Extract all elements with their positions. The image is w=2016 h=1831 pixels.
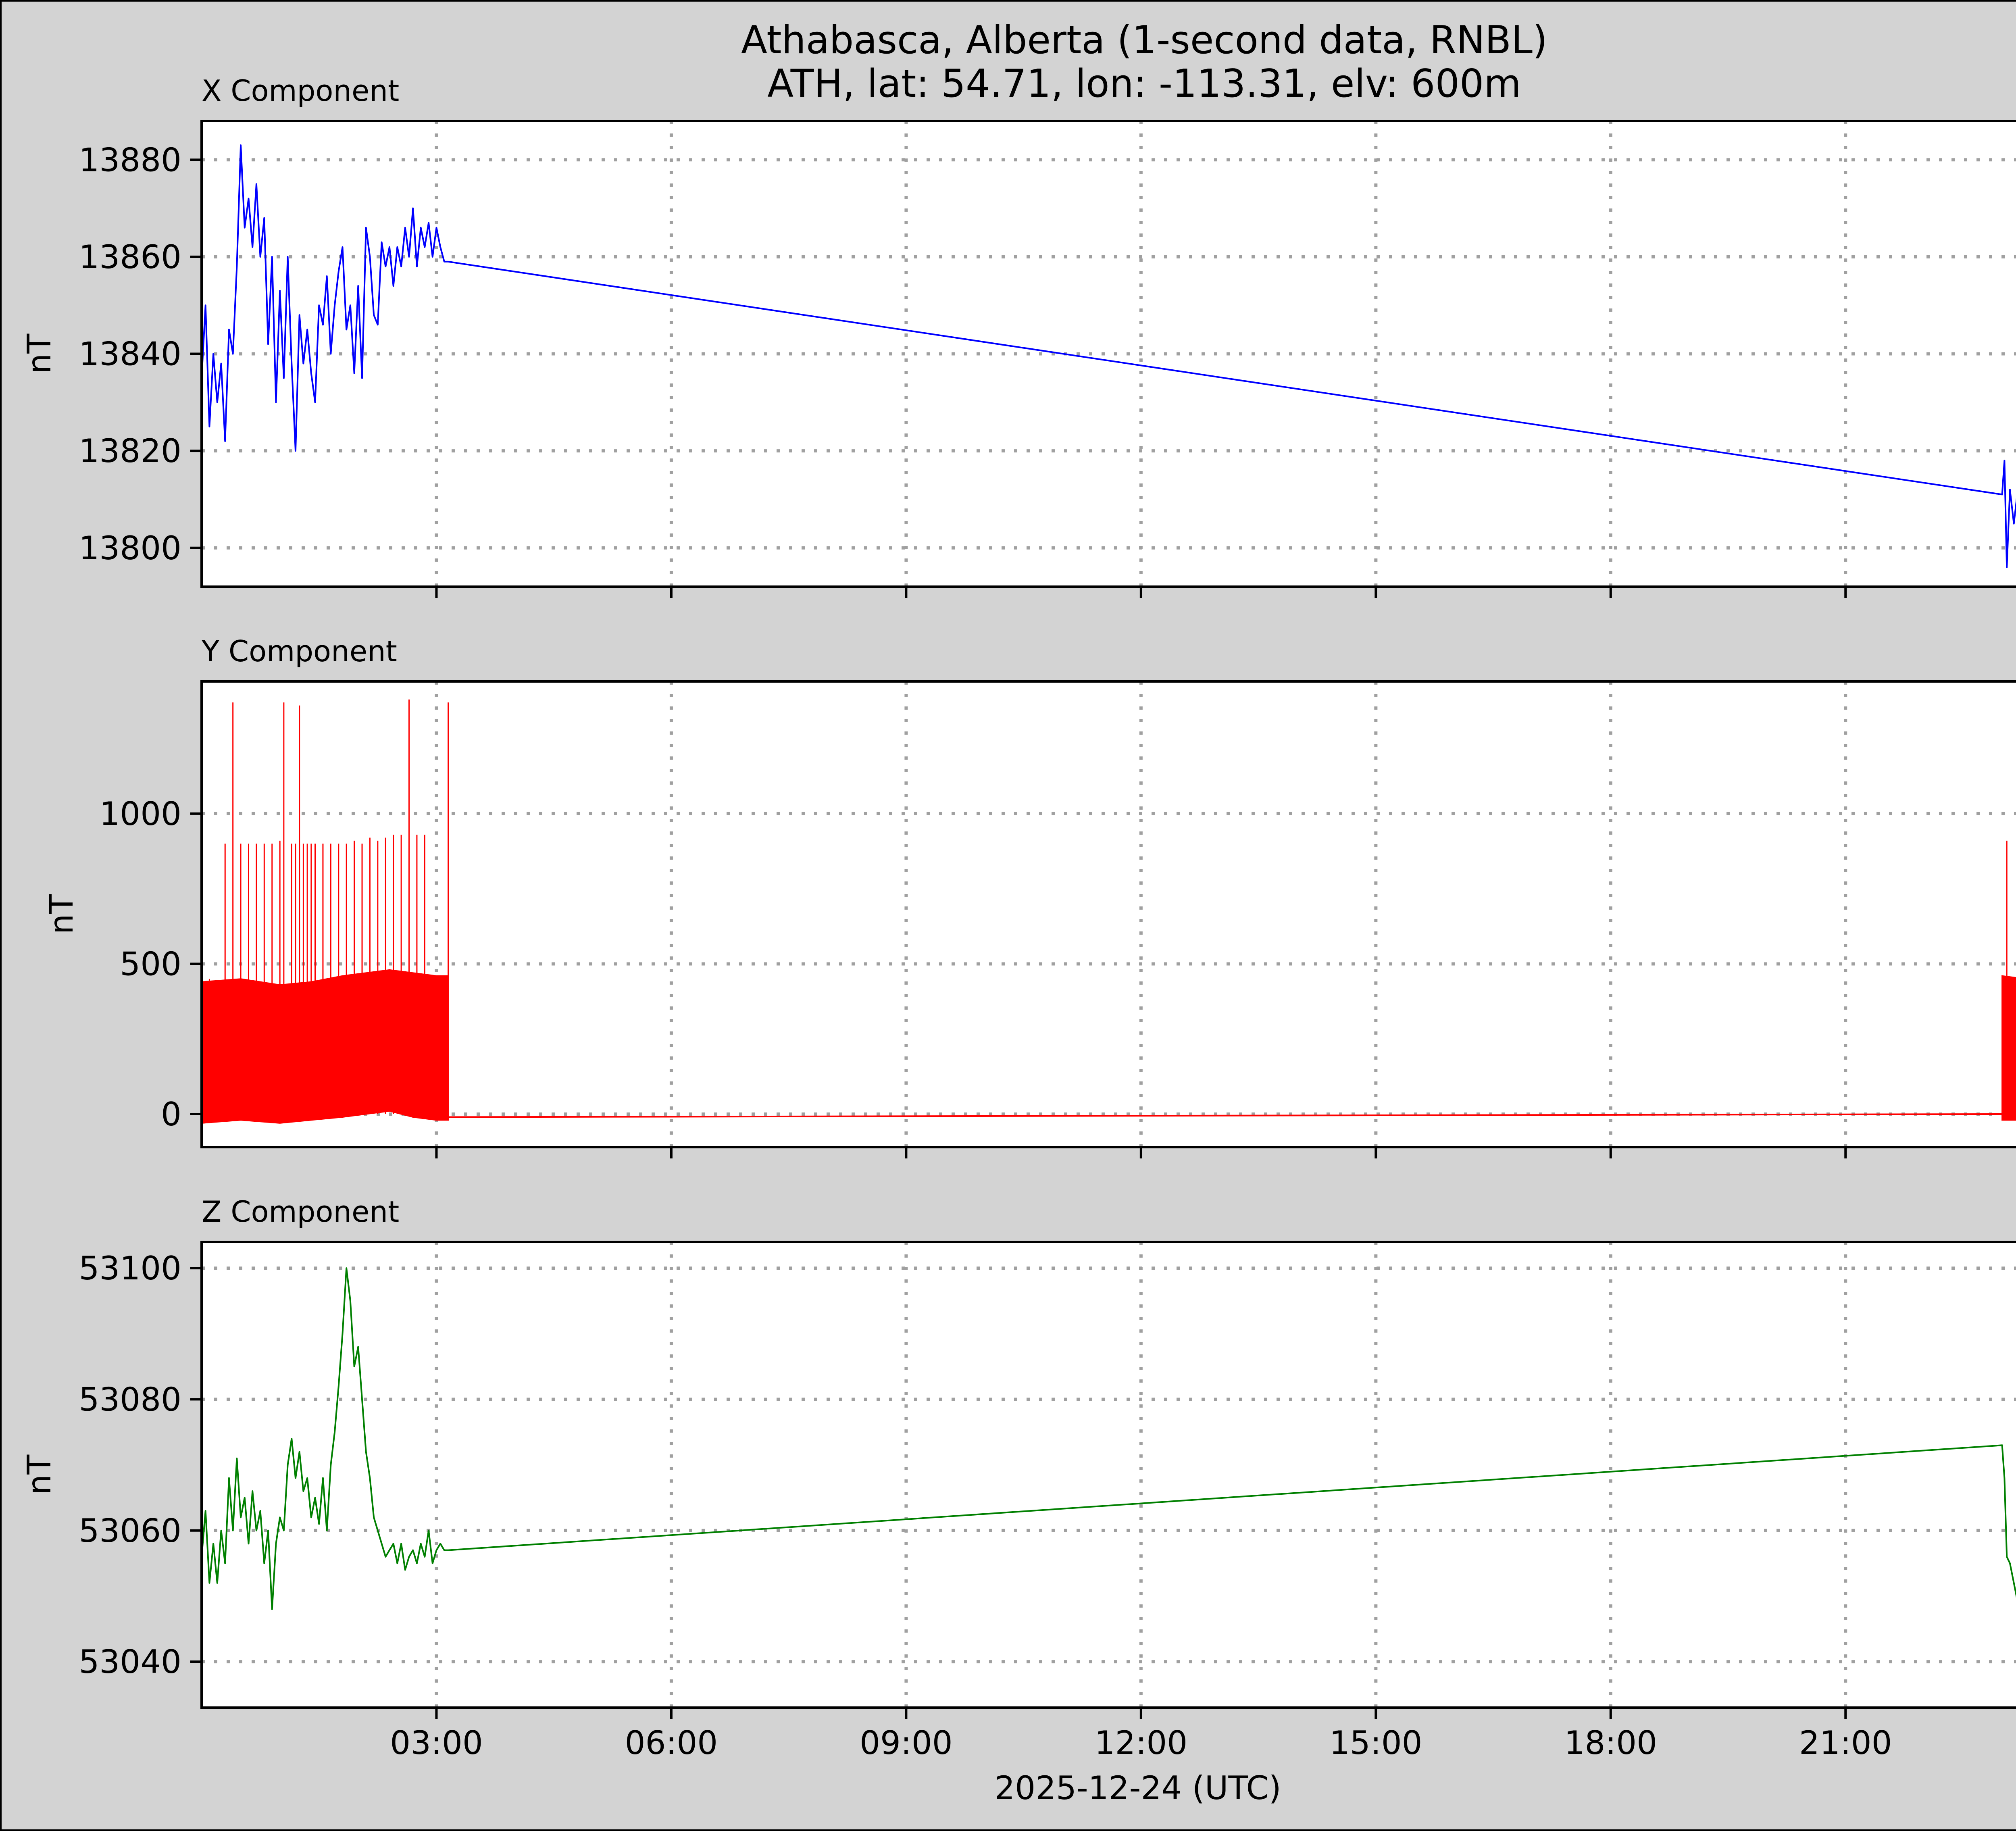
z-y-axis-label: nT — [21, 1454, 58, 1495]
x-plot-border — [200, 120, 2016, 588]
z-y-tick-label: 53060 — [79, 1512, 182, 1550]
x-y-tick-label: 13880 — [79, 141, 182, 179]
x-tick-label: 09:00 — [860, 1724, 953, 1762]
y-y-axis-label: nT — [43, 894, 80, 935]
z-plot-border — [200, 1241, 2016, 1709]
x-y-tick-label: 13800 — [79, 529, 182, 567]
x-tick-label: 21:00 — [1799, 1724, 1892, 1762]
z-y-tick-label: 53080 — [79, 1381, 182, 1418]
x-tick-label: 18:00 — [1564, 1724, 1658, 1762]
x-y-tick-label: 13840 — [79, 335, 182, 373]
z-y-tick-label: 53100 — [79, 1250, 182, 1287]
x-tick-labels: 03:00 06:00 09:00 12:00 15:00 18:00 21:00 — [390, 1724, 1892, 1762]
x-component-panel: 13800 13820 13840 13860 13880 X Component nT — [21, 74, 2016, 598]
z-component-panel: 53040 53060 53080 53100 Z Component nT — [21, 1195, 2016, 1719]
figure-title-line1: Athabasca, Alberta (1-second data, RNBL) — [741, 18, 1547, 62]
y-y-tick-label: 1000 — [99, 795, 181, 833]
y-band-late — [2001, 975, 2016, 1121]
x-tick-label: 06:00 — [625, 1724, 718, 1762]
y-y-tick-label: 0 — [161, 1096, 181, 1133]
y-baseline-line — [448, 1113, 2002, 1118]
y-component-panel: 0 500 1000 Y Component nT — [43, 634, 2016, 1158]
y-plot-border — [200, 680, 2016, 1148]
y-plot-area — [200, 680, 2016, 1148]
z-plot-area — [200, 1241, 2016, 1709]
x-y-axis-label: nT — [21, 333, 58, 374]
y-y-tick-label: 500 — [120, 945, 181, 983]
x-plot-area — [200, 120, 2016, 588]
x-series-line — [201, 144, 2016, 568]
y-panel-title: Y Component — [201, 634, 397, 668]
x-panel-title: X Component — [202, 74, 399, 108]
x-axis-label: 2025-12-24 (UTC) — [994, 1769, 1281, 1807]
x-tick-label: 03:00 — [390, 1724, 483, 1762]
z-series-line — [201, 1267, 2016, 1610]
z-y-tick-label: 53040 — [79, 1643, 182, 1681]
x-tick-label: 15:00 — [1329, 1724, 1422, 1762]
x-y-tick-label: 13860 — [79, 238, 182, 276]
y-band-early — [201, 969, 449, 1124]
z-panel-title: Z Component — [202, 1195, 399, 1229]
x-tick-label: 12:00 — [1095, 1724, 1188, 1762]
figure-title-line2: ATH, lat: 54.71, lon: -113.31, elv: 600m — [767, 62, 1521, 106]
x-y-tick-label: 13820 — [79, 432, 182, 470]
